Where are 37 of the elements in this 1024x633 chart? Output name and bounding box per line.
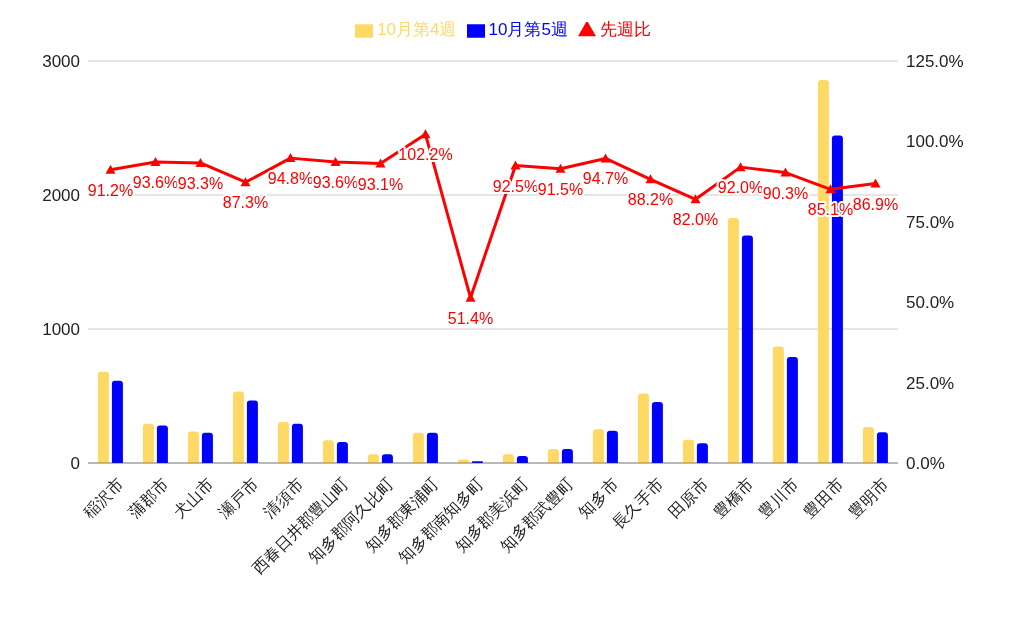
data-label: 91.5% — [537, 180, 584, 198]
x-tick-label: 蒲郡市 — [125, 475, 172, 521]
x-tick-label: 豊明市 — [845, 475, 892, 521]
data-label: 94.7% — [582, 170, 629, 188]
y2-tick-label: 50.0% — [906, 293, 955, 313]
y-tick-label: 0 — [70, 454, 80, 474]
legend-label: 先週比 — [599, 20, 651, 39]
x-tick-label: 豊田市 — [800, 475, 847, 521]
y2-tick-label: 125.0% — [906, 52, 964, 72]
x-tick-label: 瀬戸市 — [215, 475, 262, 521]
y2-tick-label: 0.0% — [906, 454, 945, 474]
data-label: 94.8% — [267, 170, 314, 188]
data-label: 93.6% — [132, 173, 179, 191]
legend-label: 10月第5週 — [488, 20, 568, 39]
data-label: 82.0% — [672, 211, 719, 229]
y-tick-label: 2000 — [42, 186, 80, 206]
x-tick-label: 豊川市 — [755, 475, 802, 521]
x-tick-label: 豊橋市 — [710, 475, 757, 521]
data-label: 88.2% — [627, 191, 674, 209]
x-tick-label: 田原市 — [665, 475, 712, 521]
legend-label: 10月第4週 — [377, 20, 457, 39]
data-label: 92.0% — [717, 179, 764, 197]
y-tick-label: 3000 — [42, 52, 80, 72]
data-label: 51.4% — [447, 309, 494, 327]
y2-tick-label: 75.0% — [906, 212, 955, 232]
data-label: 93.6% — [312, 173, 359, 191]
data-label: 93.1% — [357, 175, 404, 193]
data-label: 91.2% — [87, 181, 134, 199]
x-tick-label: 稲沢市 — [80, 475, 127, 521]
x-tick-label: 犬山市 — [170, 475, 217, 521]
data-label: 87.3% — [222, 194, 269, 212]
y-tick-label: 1000 — [42, 320, 80, 340]
data-label: 93.3% — [177, 174, 224, 192]
data-label: 90.3% — [762, 184, 809, 202]
data-label: 86.9% — [852, 195, 899, 213]
y2-tick-label: 100.0% — [906, 132, 964, 152]
y2-tick-label: 25.0% — [906, 373, 955, 393]
